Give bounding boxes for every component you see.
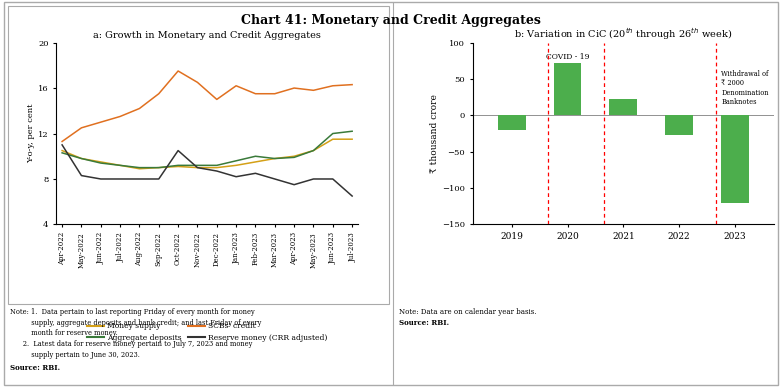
Y-axis label: Y-o-y, per cent: Y-o-y, per cent [27,104,35,163]
Bar [665,115,693,135]
Text: Source: RBI.: Source: RBI. [10,364,60,372]
Text: supply, aggregate deposits and bank credit; and last Friday of every: supply, aggregate deposits and bank cred… [10,319,261,327]
Legend: Money supply, Aggregate deposits, SCBs' credit, Reserve money (CRR adjusted): Money supply, Aggregate deposits, SCBs' … [84,319,330,345]
Bar [554,63,582,115]
Text: Source: RBI.: Source: RBI. [399,319,449,327]
Text: month for reserve money.: month for reserve money. [10,329,118,337]
Title: a: Growth in Monetary and Credit Aggregates: a: Growth in Monetary and Credit Aggrega… [93,31,321,40]
Text: COVID - 19: COVID - 19 [546,53,590,61]
Text: 2.  Latest data for reserve money pertain to July 7, 2023 and money: 2. Latest data for reserve money pertain… [10,340,253,348]
Text: Note: Data are on calendar year basis.: Note: Data are on calendar year basis. [399,308,536,316]
Bar [721,115,749,203]
Text: Withdrawal of
₹ 2000
Denomination
Banknotes: Withdrawal of ₹ 2000 Denomination Bankno… [721,70,769,106]
Text: Chart 41: Monetary and Credit Aggregates: Chart 41: Monetary and Credit Aggregates [241,14,541,27]
Bar [497,115,526,130]
Y-axis label: ₹ thousand crore: ₹ thousand crore [430,94,439,173]
Bar [609,99,637,115]
Title: b: Variation in CiC (20$^{th}$ through 26$^{th}$ week): b: Variation in CiC (20$^{th}$ through 2… [515,27,733,43]
Text: Note: 1.  Data pertain to last reporting Friday of every month for money: Note: 1. Data pertain to last reporting … [10,308,255,316]
Text: supply pertain to June 30, 2023.: supply pertain to June 30, 2023. [10,351,140,359]
